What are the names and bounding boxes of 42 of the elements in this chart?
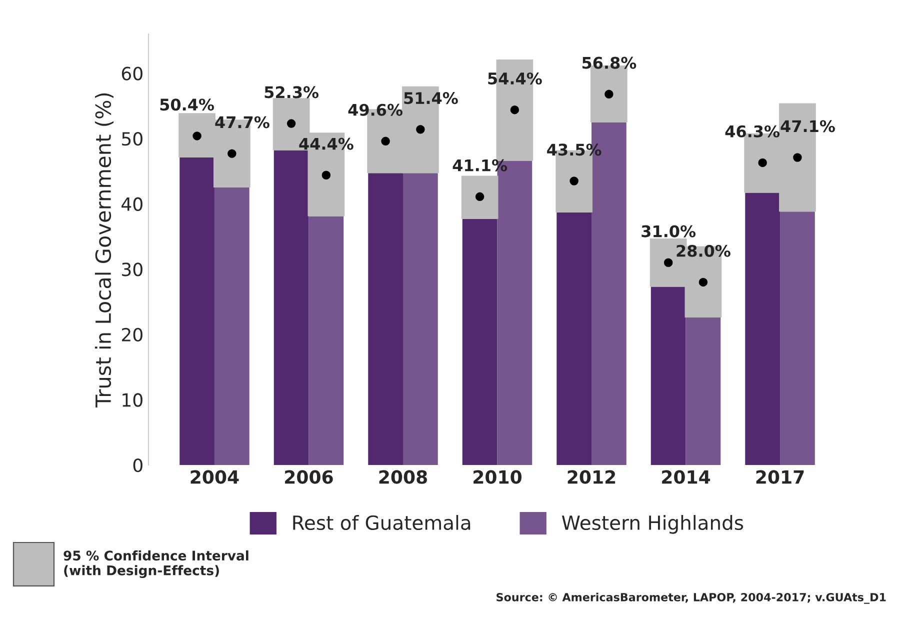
bar (780, 212, 815, 465)
data-label: 52.3% (264, 86, 318, 98)
data-label: 54.4% (488, 72, 542, 85)
bar (274, 150, 309, 465)
bar (686, 317, 721, 465)
data-label: 49.6% (348, 104, 402, 116)
bar (180, 157, 214, 465)
y-tick-label: 10 (122, 393, 142, 407)
y-tick-label: 0 (133, 458, 142, 472)
y-tick-label: 20 (122, 328, 142, 342)
bar (402, 173, 438, 465)
data-label: 47.1% (780, 120, 835, 132)
y-tick-label: 30 (122, 262, 142, 276)
bar (368, 173, 403, 465)
x-tick-label: 2017 (756, 470, 804, 484)
legend-label: Rest of Guatemala (293, 515, 470, 530)
data-label: 47.7% (215, 116, 270, 128)
x-tick-label: 2010 (474, 470, 522, 484)
bar (308, 216, 344, 465)
y-axis-title: Trust in Local Government (%) (94, 93, 114, 408)
y-tick-label: 50 (122, 132, 142, 146)
data-label: 28.0% (676, 244, 730, 257)
data-label: 51.4% (404, 92, 458, 104)
bar (214, 188, 250, 465)
x-tick-label: 2014 (662, 470, 710, 484)
data-label: 31.0% (642, 225, 696, 238)
bar (650, 286, 686, 465)
bar (462, 218, 498, 465)
x-tick-label: 2012 (568, 470, 616, 484)
x-tick-label: 2006 (285, 470, 333, 484)
text: 95 % Confidence Interval (with Design-Effects) (64, 550, 248, 578)
x-tick-label: 2004 (190, 470, 239, 484)
data-label: 50.4% (160, 98, 214, 111)
source-note: Source: © AmericasBarometer, LAPOP, 2004-2017; v.GUAts_D1 (496, 592, 886, 604)
data-label: 44.4% (299, 138, 354, 150)
bar (556, 212, 592, 465)
y-tick-label: 40 (122, 197, 142, 211)
data-label: 46.3% (725, 125, 780, 138)
data-label: 56.8% (582, 56, 636, 69)
legend-label: Western Highlands (562, 515, 744, 534)
x-tick-label: 2008 (379, 470, 427, 484)
y-tick-label: 60 (122, 66, 142, 80)
